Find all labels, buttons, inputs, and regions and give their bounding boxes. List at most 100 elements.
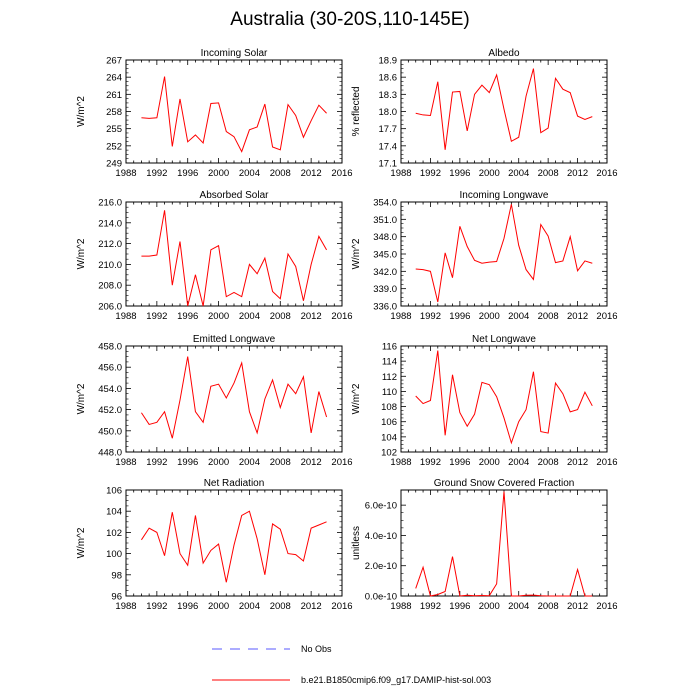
data-point: [525, 95, 526, 96]
panel-title: Ground Snow Covered Fraction: [434, 478, 575, 489]
data-point: [474, 260, 475, 261]
y-tick-label: 351.0: [373, 215, 397, 226]
data-point: [437, 350, 438, 351]
data-point: [257, 538, 258, 539]
plot-frame: [125, 489, 343, 597]
data-point: [422, 114, 423, 115]
data-point: [548, 127, 549, 128]
data-point: [584, 595, 585, 596]
data-point: [452, 374, 453, 375]
data-point: [218, 384, 219, 385]
data-point: [203, 563, 204, 564]
y-tick-label: 216.0: [98, 198, 122, 209]
data-point: [430, 400, 431, 401]
panel-incoming-solar: Incoming Solar W/m^2 1988 1992 1996 2000 2004 2…: [76, 48, 353, 179]
data-point: [210, 249, 211, 250]
x-tick-label: 2016: [596, 311, 617, 322]
data-point: [303, 300, 304, 301]
panel-net-radiation: Net Radiation W/m^2 1988 1992 1996 2000 2004 20…: [76, 478, 353, 612]
series-line: [141, 76, 327, 153]
y-tick-label: 108: [381, 402, 397, 413]
data-point: [195, 134, 196, 135]
panel-title: Emitted Longwave: [193, 334, 276, 345]
data-point: [548, 432, 549, 433]
x-tick-label: 2004: [239, 457, 260, 468]
y-tick-label: 348.0: [373, 232, 397, 243]
data-point: [511, 141, 512, 142]
data-point: [326, 113, 327, 114]
y-tick-label: 261: [106, 90, 122, 101]
x-tick-label: 1988: [390, 168, 411, 179]
y-tick-label: 102: [106, 528, 122, 539]
data-point: [577, 409, 578, 410]
data-point: [141, 255, 142, 256]
data-point: [141, 412, 142, 413]
data-point: [318, 391, 319, 392]
x-tick-label: 2008: [270, 311, 291, 322]
data-point: [295, 266, 296, 267]
data-point: [474, 414, 475, 415]
x-tick-label: 1988: [115, 601, 136, 612]
data-point: [467, 426, 468, 427]
plot-frame: [125, 201, 343, 307]
x-tick-label: 2008: [270, 168, 291, 179]
data-point: [264, 103, 265, 104]
data-point: [445, 435, 446, 436]
data-point: [172, 438, 173, 439]
data-point: [437, 594, 438, 595]
data-point: [226, 131, 227, 132]
panel-ground-snow-covered-fraction: Ground Snow Covered Fraction unitless 1988…: [351, 478, 618, 612]
data-point: [272, 146, 273, 147]
y-tick-label: 106: [381, 417, 397, 428]
y-tick-label: 354.0: [373, 198, 397, 209]
x-tick-label: 1996: [177, 601, 198, 612]
y-tick-label: 206.0: [98, 302, 122, 313]
data-point: [548, 235, 549, 236]
data-point: [518, 137, 519, 138]
x-tick-label: 2016: [331, 601, 352, 612]
data-point: [415, 113, 416, 114]
y-tick-label: 454.0: [98, 384, 122, 395]
data-point: [203, 305, 204, 306]
x-tick-label: 2004: [508, 168, 529, 179]
data-point: [179, 241, 180, 242]
data-point: [272, 523, 273, 524]
data-point: [241, 515, 242, 516]
data-point: [318, 236, 319, 237]
data-point: [141, 117, 142, 118]
x-tick-label: 2016: [331, 168, 352, 179]
y-tick-label: 6.0e-10: [365, 501, 397, 512]
x-tick-label: 1992: [420, 311, 441, 322]
y-tick-label: 456.0: [98, 363, 122, 374]
x-tick-label: 1988: [115, 311, 136, 322]
data-point: [430, 115, 431, 116]
x-tick-label: 1992: [420, 457, 441, 468]
y-tick-label: 212.0: [98, 239, 122, 250]
data-point: [141, 539, 142, 540]
data-point: [430, 595, 431, 596]
x-tick-label: 2004: [239, 311, 260, 322]
y-axis-label: W/m^2: [76, 527, 87, 558]
data-point: [445, 149, 446, 150]
data-point: [422, 567, 423, 568]
y-tick-label: 4.0e-10: [365, 531, 397, 542]
data-point: [533, 594, 534, 595]
data-point: [511, 442, 512, 443]
data-point: [533, 68, 534, 69]
series-line: [415, 204, 593, 303]
data-point: [518, 595, 519, 596]
data-point: [570, 411, 571, 412]
data-point: [570, 92, 571, 93]
x-tick-label: 1992: [146, 311, 167, 322]
data-point: [156, 117, 157, 118]
y-tick-label: 104: [381, 432, 397, 443]
data-point: [489, 92, 490, 93]
data-point: [525, 269, 526, 270]
data-point: [149, 424, 150, 425]
plot-frame: [125, 345, 343, 453]
y-axis-label: % reflected: [351, 86, 362, 136]
data-point: [577, 115, 578, 116]
data-point: [149, 528, 150, 529]
x-tick-label: 2000: [479, 457, 500, 468]
data-point: [249, 411, 250, 412]
